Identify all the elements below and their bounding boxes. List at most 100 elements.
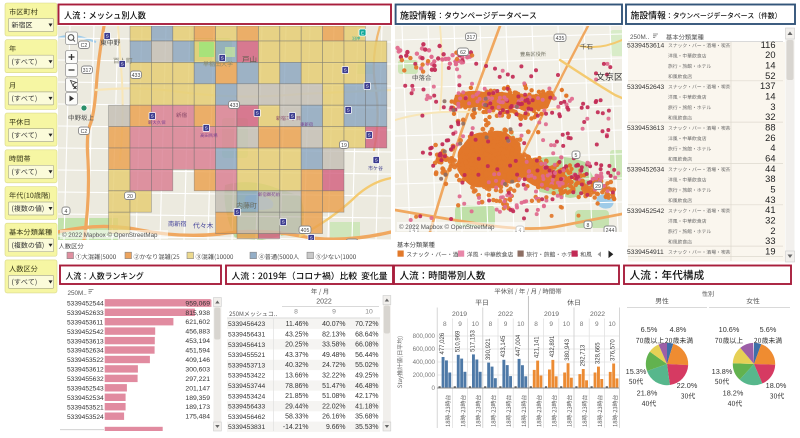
svg-text:328,665: 328,665	[596, 342, 602, 364]
svg-text:9: 9	[332, 309, 336, 316]
svg-text:292,713: 292,713	[580, 344, 586, 366]
svg-text:64: 64	[765, 154, 775, 164]
svg-text:4: 4	[65, 209, 68, 215]
svg-text:22.02%: 22.02%	[322, 403, 345, 410]
svg-text:435: 435	[556, 36, 565, 42]
svg-text:88: 88	[765, 123, 775, 133]
svg-text:300,603: 300,603	[185, 366, 210, 373]
svg-text:5339453611: 5339453611	[67, 319, 104, 326]
svg-text:66.08%: 66.08%	[355, 342, 378, 349]
svg-text:18.2%: 18.2%	[723, 389, 744, 398]
svg-text:317: 317	[83, 68, 92, 74]
svg-text:5339453614: 5339453614	[627, 43, 664, 50]
svg-text:8: 8	[580, 321, 584, 328]
svg-text:5339454911: 5339454911	[627, 249, 664, 256]
svg-text:-14.21%: -14.21%	[283, 424, 309, 431]
svg-text:5339456462: 5339456462	[228, 414, 265, 421]
svg-text:29.44%: 29.44%	[285, 403, 308, 410]
svg-text:8: 8	[443, 321, 447, 328]
svg-text:8: 8	[534, 321, 538, 328]
svg-text:250M..: 250M..	[630, 34, 650, 41]
svg-text:S: S	[375, 158, 378, 163]
svg-text:29: 29	[595, 184, 601, 190]
svg-text:33: 33	[765, 236, 775, 246]
svg-text:51.47%: 51.47%	[322, 383, 345, 390]
svg-text:78.86%: 78.86%	[285, 383, 308, 390]
svg-text:2022: 2022	[590, 311, 605, 318]
svg-text:5: 5	[770, 185, 775, 195]
svg-text:S: S	[256, 111, 259, 116]
svg-text:5339452542: 5339452542	[67, 329, 104, 336]
svg-text:55.02%: 55.02%	[355, 362, 378, 369]
svg-text:400,000: 400,000	[413, 359, 436, 366]
svg-text:5339453422: 5339453422	[228, 373, 265, 380]
svg-text:5339453521: 5339453521	[67, 404, 104, 411]
svg-text:433: 433	[230, 103, 239, 109]
svg-text:189,173: 189,173	[185, 404, 210, 411]
svg-text:116: 116	[761, 40, 776, 50]
svg-text:E: E	[361, 31, 364, 36]
svg-text:621,602: 621,602	[185, 319, 210, 326]
svg-text:S: S	[121, 62, 124, 67]
svg-text:21.8%: 21.8%	[637, 389, 658, 398]
svg-text:S: S	[310, 236, 313, 241]
svg-text:9: 9	[595, 321, 599, 328]
svg-text:5: 5	[575, 153, 578, 159]
svg-text:815,938: 815,938	[185, 310, 210, 317]
svg-text:40.32%: 40.32%	[285, 362, 308, 369]
svg-text:5339452534: 5339452534	[67, 395, 104, 402]
svg-text:200,000: 200,000	[413, 372, 436, 379]
svg-text:S: S	[236, 210, 239, 215]
svg-text:9: 9	[458, 321, 462, 328]
svg-text:32: 32	[765, 112, 775, 122]
svg-text:C2: C2	[81, 129, 88, 135]
svg-text:18.0%: 18.0%	[766, 381, 787, 390]
svg-text:21.85%: 21.85%	[285, 393, 308, 400]
svg-text:600,000: 600,000	[413, 346, 436, 353]
svg-text:10.6%: 10.6%	[719, 325, 740, 334]
svg-text:5339452634: 5339452634	[67, 348, 104, 355]
svg-text:456,883: 456,883	[185, 329, 210, 336]
svg-text:5339453613: 5339453613	[627, 125, 664, 132]
svg-text:20: 20	[765, 50, 775, 60]
svg-text:68.64%: 68.64%	[355, 331, 378, 338]
svg-text:433: 433	[132, 73, 141, 79]
svg-text:44: 44	[765, 164, 775, 174]
svg-text:9.66%: 9.66%	[326, 424, 346, 431]
svg-text:451,594: 451,594	[185, 348, 210, 355]
svg-text:41: 41	[765, 205, 775, 215]
svg-text:82.13%: 82.13%	[322, 331, 345, 338]
svg-text:19: 19	[765, 247, 775, 257]
svg-text:13.8%: 13.8%	[712, 367, 733, 376]
svg-text:380,943: 380,943	[565, 338, 571, 360]
svg-text:C2: C2	[81, 43, 88, 49]
svg-text:49.25%: 49.25%	[355, 373, 378, 380]
svg-text:5339456431: 5339456431	[228, 332, 265, 339]
svg-text:5339453713: 5339453713	[228, 362, 265, 369]
svg-text:40.07%: 40.07%	[322, 321, 345, 328]
svg-text:2: 2	[770, 226, 775, 236]
svg-text:2019: 2019	[544, 311, 559, 318]
svg-text:5339456423: 5339456423	[228, 321, 265, 328]
svg-text:26: 26	[765, 133, 775, 143]
svg-text:477,026: 477,026	[440, 332, 446, 354]
svg-text:32: 32	[765, 216, 775, 226]
svg-text:8: 8	[587, 223, 590, 229]
svg-text:S: S	[291, 114, 294, 119]
svg-text:S: S	[151, 114, 154, 119]
svg-text:32.22%: 32.22%	[322, 373, 345, 380]
svg-text:4.8%: 4.8%	[670, 325, 687, 334]
svg-text:5339455521: 5339455521	[228, 352, 265, 359]
svg-text:9: 9	[549, 321, 553, 328]
svg-text:8: 8	[294, 309, 298, 316]
svg-text:33.58%: 33.58%	[322, 342, 345, 349]
svg-text:246: 246	[348, 241, 357, 247]
svg-text:38: 38	[765, 174, 775, 184]
svg-text:10: 10	[608, 321, 616, 328]
svg-text:6.5%: 6.5%	[641, 325, 658, 334]
svg-text:250M..: 250M..	[68, 290, 88, 297]
svg-text:376,570: 376,570	[611, 339, 617, 361]
svg-text:10: 10	[517, 321, 525, 328]
svg-text:390,921: 390,921	[486, 338, 492, 360]
svg-text:5339455632: 5339455632	[67, 376, 104, 383]
